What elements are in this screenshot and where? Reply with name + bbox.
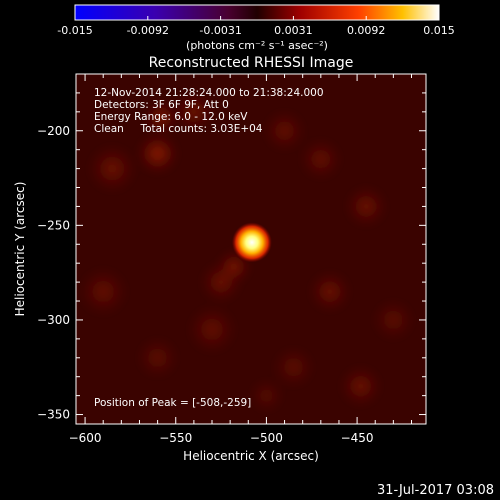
colorbar-unit-label: (photons cm⁻² s⁻¹ asec⁻²) (186, 39, 328, 52)
emission-blob (248, 377, 285, 414)
x-tick-label: −550 (159, 431, 192, 445)
x-axis-ticks (84, 74, 412, 424)
emission-blob (338, 364, 383, 408)
emission-blob (299, 137, 343, 181)
emission-blob (344, 184, 388, 229)
colorbar-tick-label: 0.0031 (274, 24, 313, 37)
emission-blob (143, 99, 180, 136)
x-tick-label: −500 (250, 431, 283, 445)
colorbar (74, 4, 440, 21)
colorbar-tick-label: 0.0092 (347, 24, 386, 37)
annotation-time-range: 12-Nov-2014 21:28:24.000 to 21:38:24.000 (94, 87, 324, 99)
y-axis-ticks (76, 73, 426, 416)
emission-blob (135, 336, 180, 380)
emission-blob (135, 131, 180, 176)
x-axis-label: Heliocentric X (arcsec) (183, 449, 319, 463)
x-tick-label: −450 (341, 431, 374, 445)
emission-blob (172, 90, 216, 134)
annotation-energy-range: Energy Range: 6.0 - 12.0 keV (94, 111, 248, 123)
emission-blob (199, 260, 243, 304)
peak-position-label: Position of Peak = [-508,-259] (94, 397, 251, 409)
emission-blob (271, 345, 316, 390)
footer-timestamp: 31-Jul-2017 03:08 (377, 483, 494, 498)
emission-layer (77, 90, 416, 414)
y-axis-label: Heliocentric Y (arcsec) (13, 182, 27, 317)
y-tick-label: −350 (37, 408, 70, 422)
emission-blob (262, 108, 307, 153)
emission-blob (371, 298, 416, 342)
colorbar-tick-label: 0.015 (423, 24, 455, 37)
y-tick-label: −250 (37, 218, 70, 232)
emission-blob (186, 304, 238, 355)
colorbar-tick-label: -0.015 (57, 24, 92, 37)
y-tick-label: −300 (37, 313, 70, 327)
emission-blob (77, 266, 129, 317)
annotation-clean-counts: Clean Total counts: 3.03E+04 (94, 123, 263, 135)
emission-blob (308, 269, 352, 314)
chart-title: Reconstructed RHESSI Image (149, 55, 354, 71)
y-tick-label: −200 (37, 124, 70, 138)
colorbar-tick-label: -0.0092 (127, 24, 169, 37)
x-tick-label: −600 (69, 431, 102, 445)
peak-source (231, 222, 272, 263)
plot-frame (75, 73, 427, 425)
colorbar-tick-label: -0.0031 (199, 24, 241, 37)
annotation-detectors: Detectors: 3F 6F 9F, Att 0 (94, 99, 229, 111)
emission-blob (86, 143, 138, 194)
colorbar-ticks (74, 16, 440, 20)
